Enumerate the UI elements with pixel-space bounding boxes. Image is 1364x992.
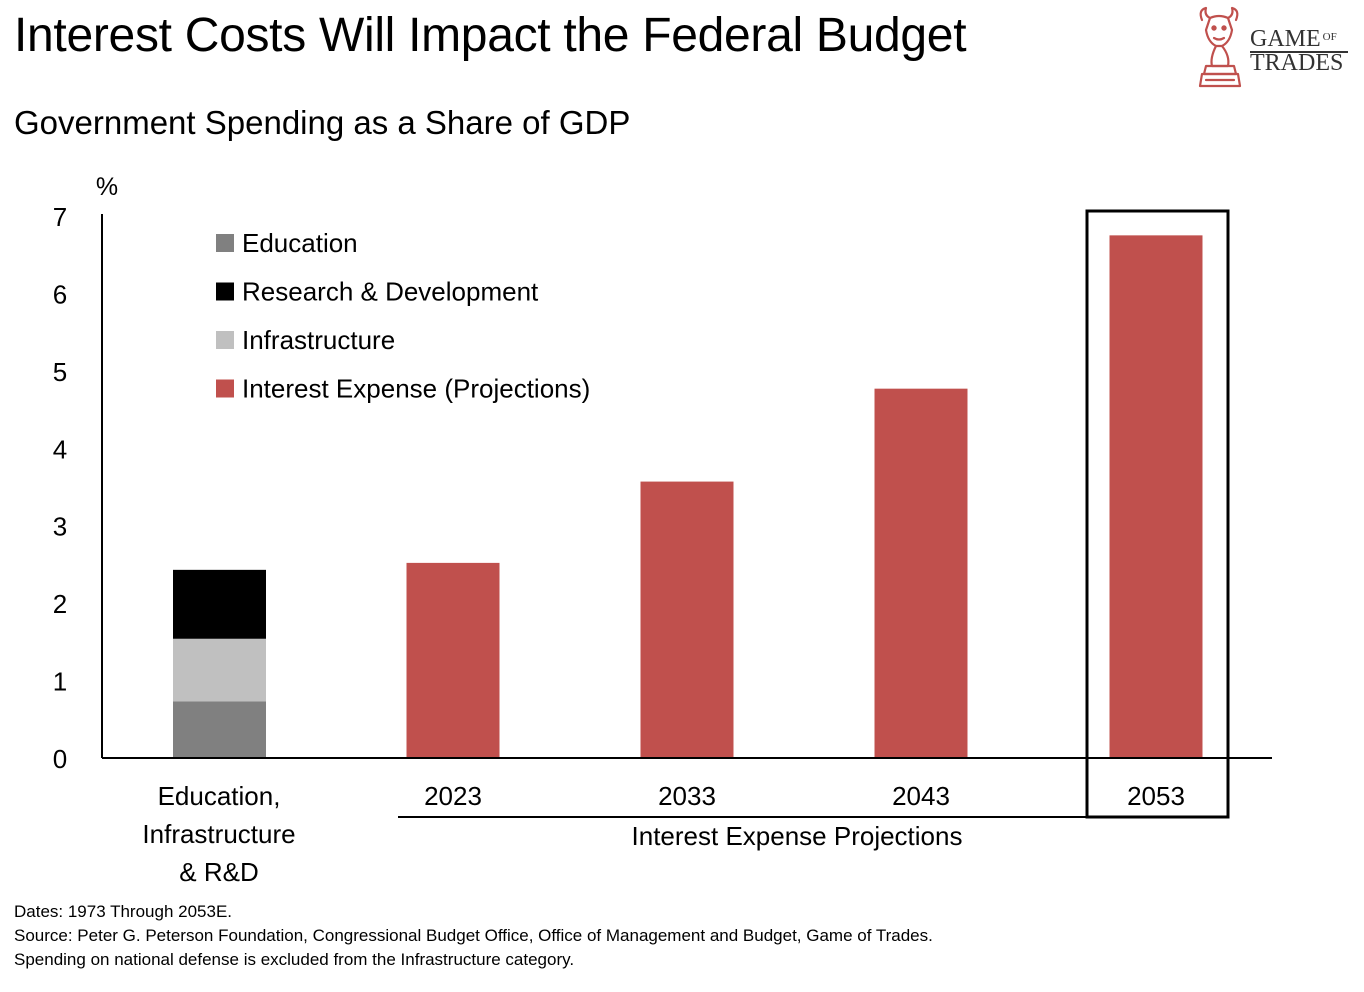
interest-bar [1109,235,1203,758]
x-category-label: 2023 [424,781,482,811]
y-tick-label: 2 [53,589,67,619]
y-tick-label: 5 [53,357,67,387]
y-tick-label: 3 [53,512,67,542]
bull-knight-icon [1198,6,1242,88]
footnote-defense: Spending on national defense is excluded… [14,950,575,969]
legend-swatch [216,379,234,398]
y-axis-unit-label: % [96,173,118,201]
legend-swatch [216,234,234,252]
legend-swatch [216,282,234,301]
interest-bar [406,562,500,758]
interest-bar [640,481,734,758]
chart-subtitle: Government Spending as a Share of GDP [14,104,631,141]
x-category-label: Education, [158,781,281,811]
footnote-source: Source: Peter G. Peterson Foundation, Co… [14,926,933,945]
legend-label: Education [242,228,358,258]
footnote-dates: Dates: 1973 Through 2053E. [14,902,233,921]
x-category-label: & R&D [179,857,258,887]
legend-label: Interest Expense (Projections) [242,374,590,404]
logo-text-game: GAME OF [1250,26,1337,52]
game-of-trades-logo: GAME OF TRADES [1192,6,1352,92]
stacked-bar-segment [173,569,266,639]
plot-area: 0 1 2 3 4 5 6 7% Education, Infrastructure & R&D 20… [53,173,1272,887]
logo-text-trades: TRADES [1250,50,1344,76]
x-category-label: Infrastructure [142,819,295,849]
x-category-label: 2053 [1127,781,1185,811]
x-category-label: 2043 [892,781,950,811]
logo-divider [1250,51,1348,53]
y-tick-label: 7 [53,202,67,232]
y-tick-label: 1 [53,667,67,697]
highlight-box [1085,209,1230,819]
chart-title: Interest Costs Will Impact the Federal B… [14,9,967,62]
bar-chart: 0 1 2 3 4 5 6 7% Education, Infrastructure & R&D 20… [53,173,1272,887]
y-tick-label: 6 [53,279,67,309]
stacked-bar-segment [173,701,266,758]
legend-label: Infrastructure [242,325,395,355]
interest-bar [874,388,968,758]
legend-label: Research & Development [242,277,539,307]
stacked-bar-segment [173,638,266,702]
y-tick-label: 4 [53,434,67,464]
y-tick-label: 0 [53,744,67,774]
legend-swatch [216,331,234,349]
group-label: Interest Expense Projections [632,821,963,851]
x-category-label: 2033 [658,781,716,811]
